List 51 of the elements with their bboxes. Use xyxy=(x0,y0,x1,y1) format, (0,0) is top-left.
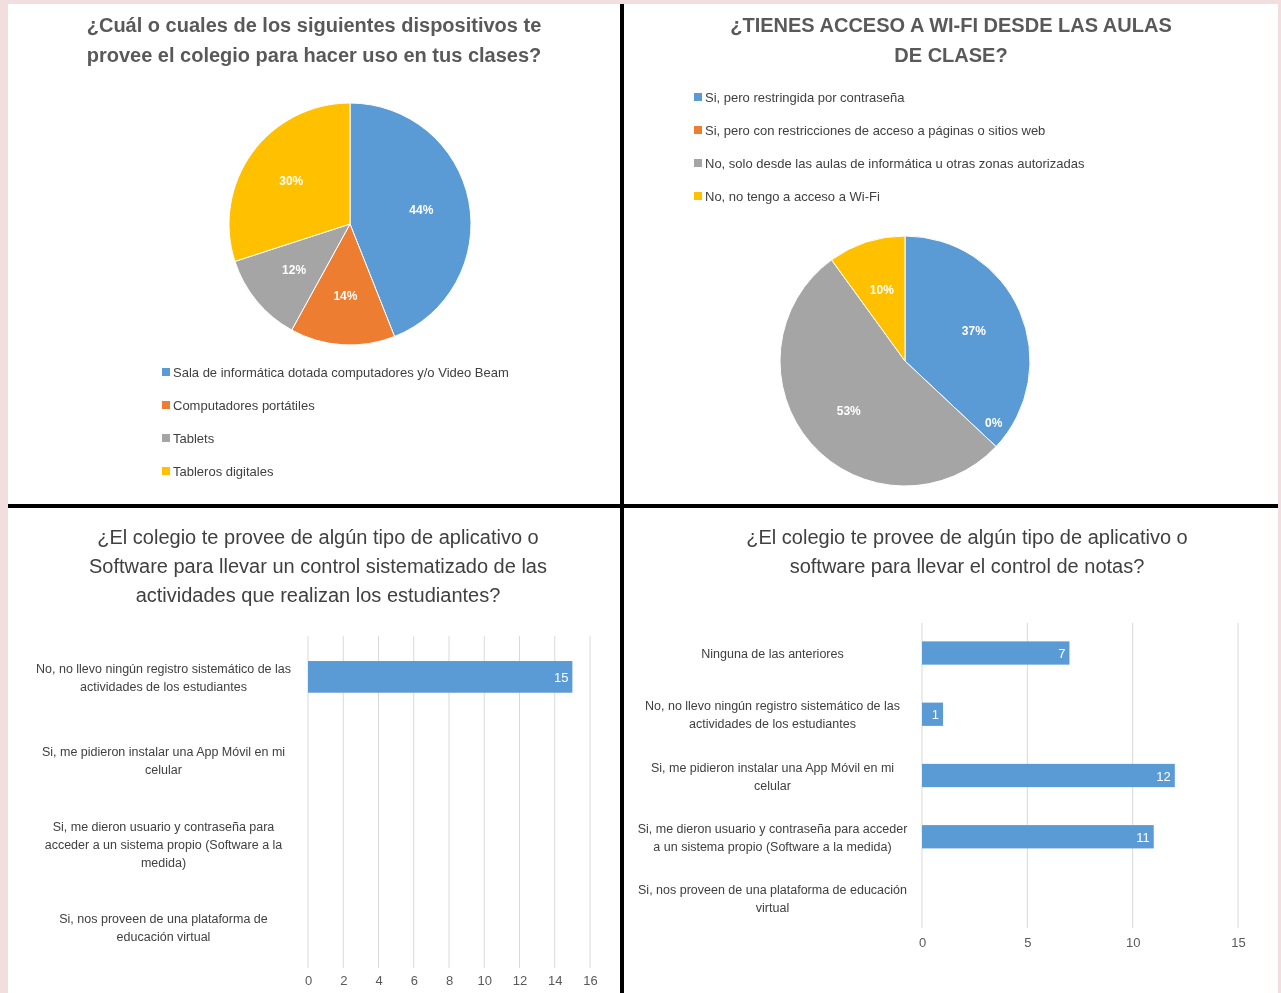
data-label: 11 xyxy=(1136,829,1150,845)
legend-label: Tableros digitales xyxy=(173,464,274,479)
y-tick-label: No, no llevo ningún registro sistemático de las actividades de los estudiantes xyxy=(36,661,291,694)
bar xyxy=(922,825,1154,849)
x-tick-label: 0 xyxy=(304,973,313,989)
bar xyxy=(922,763,1175,788)
x-tick-label: 16 xyxy=(583,973,598,989)
chart-title: ¿El colegio te provee de algún tipo de aplicativo o software para llevar el control de notas? xyxy=(746,526,1188,577)
bar xyxy=(922,641,1070,665)
data-label: 44% xyxy=(409,203,434,218)
data-label: 1 xyxy=(931,707,940,723)
data-label: 37% xyxy=(961,324,987,339)
x-tick-label: 2 xyxy=(340,973,348,989)
legend-label: Computadores portátiles xyxy=(173,398,316,413)
x-tick-label: 5 xyxy=(1024,935,1032,951)
y-tick-label: Si, me pidieron instalar una App Móvil en mi celular xyxy=(41,745,286,778)
x-tick-label: 14 xyxy=(548,973,563,989)
data-label: 7 xyxy=(1058,646,1066,662)
data-label: 10% xyxy=(869,282,895,297)
x-tick-label: 0 xyxy=(918,935,927,951)
y-tick-label: Ninguna de las anteriores xyxy=(701,647,844,662)
y-tick-label: Si, me pidieron instalar una App Móvil en mi celular xyxy=(650,760,895,793)
data-label: 14% xyxy=(333,289,358,304)
y-tick-label: Si, nos proveen de una plataforma de educación virtual xyxy=(59,912,268,945)
legend-label: Si, pero con restricciones de acceso a páginas o sitios web xyxy=(705,123,1046,138)
data-label: 30% xyxy=(279,174,304,189)
data-label: 12% xyxy=(282,263,307,278)
x-tick-label: 15 xyxy=(1231,935,1246,951)
data-label: 12 xyxy=(1156,768,1171,784)
legend-label: No, no tengo a acceso a Wi-Fi xyxy=(705,189,880,204)
y-tick-label: Si, me dieron usuario y contraseña para acceder a un sistema propio (Software a la medida) xyxy=(44,819,283,870)
text: 0% xyxy=(985,415,1003,430)
x-tick-label: 12 xyxy=(512,973,528,989)
x-tick-label: 10 xyxy=(477,973,492,989)
x-tick-label: 4 xyxy=(375,973,383,989)
data-label: 15 xyxy=(553,669,569,685)
chart-title: ¿Cuál o cuales de los siguientes dispositivos te provee el colegio para hacer uso en tus clases? xyxy=(86,14,542,66)
data-label: 53% xyxy=(836,403,862,418)
legend-label: Tablets xyxy=(173,431,215,446)
y-tick-label: Si, me dieron usuario y contraseña para acceder a un sistema propio (Software a la medida) xyxy=(637,821,908,854)
y-tick-label: Si, nos proveen de una plataforma de educación virtual xyxy=(638,882,908,915)
chart-title: ¿El colegio te provee de algún tipo de aplicativo o Software para llevar un control sistematizado de las actividades que realizan los estudiantes? xyxy=(88,526,548,606)
x-tick-label: 10 xyxy=(1125,935,1141,951)
legend-label: Si, pero restringida por contraseña xyxy=(705,90,906,105)
legend-label: No, solo desde las aulas de informática u otras zonas autorizadas xyxy=(705,156,1085,171)
bar xyxy=(922,702,944,726)
x-tick-label: 8 xyxy=(445,973,454,989)
chart-title: ¿TIENES ACCESO A WI-FI DESDE LAS AULAS DE CLASE? xyxy=(730,14,1172,66)
legend-label: Sala de informática dotada computadores y/o Video Beam xyxy=(173,365,509,380)
y-tick-label: No, no llevo ningún registro sistemático de las actividades de los estudiantes xyxy=(645,699,900,732)
x-tick-label: 6 xyxy=(410,973,418,989)
